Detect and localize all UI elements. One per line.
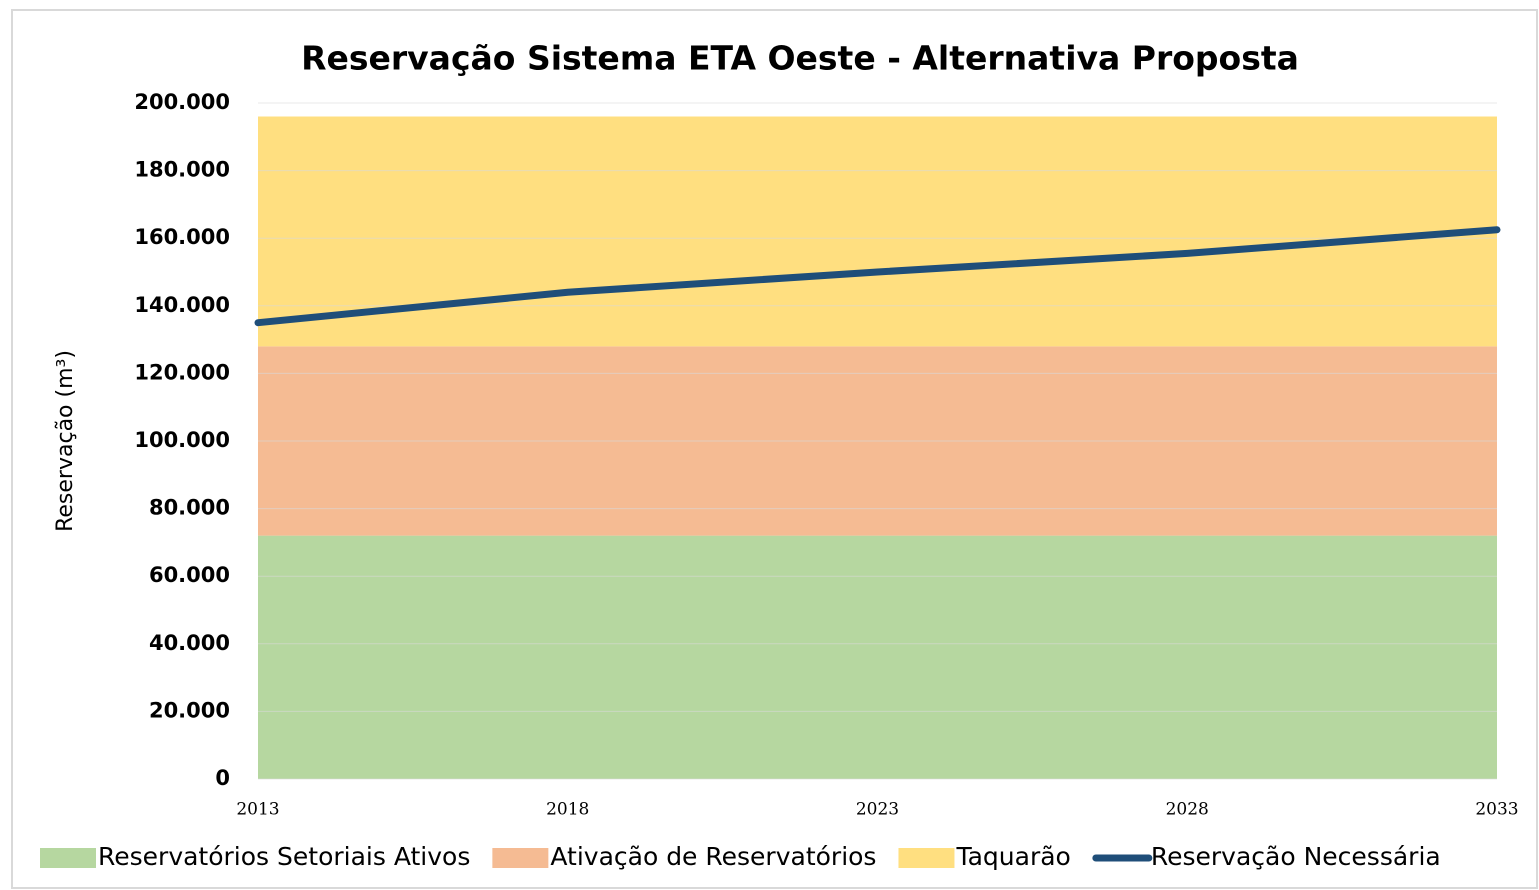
y-tick-label: 160.000	[134, 225, 230, 249]
legend-swatch	[40, 848, 96, 868]
y-tick-label: 200.000	[134, 90, 230, 114]
y-tick-label: 100.000	[134, 428, 230, 452]
y-tick-label: 120.000	[134, 360, 230, 384]
y-tick-label: 140.000	[134, 293, 230, 317]
y-tick-label: 20.000	[149, 698, 230, 722]
legend-label: Reservatórios Setoriais Ativos	[98, 842, 470, 871]
chart-title: Reservação Sistema ETA Oeste - Alternati…	[301, 39, 1299, 78]
legend-label: Taquarão	[955, 842, 1070, 871]
y-tick-label: 60.000	[149, 563, 230, 587]
x-tick-label: 2018	[546, 800, 589, 820]
y-tick-label: 0	[215, 766, 230, 790]
legend-label: Ativação de Reservatórios	[550, 842, 876, 871]
x-tick-label: 2013	[236, 800, 279, 820]
line	[254, 226, 1501, 327]
y-tick-label: 80.000	[149, 496, 230, 520]
legend-swatch	[492, 848, 549, 868]
y-tick-label: 180.000	[134, 158, 230, 182]
y-axis-label: Reservação (m³)	[53, 350, 78, 532]
area	[258, 116, 1497, 347]
x-tick-label: 2028	[1166, 800, 1209, 820]
y-tick-label: 40.000	[149, 631, 230, 655]
area	[258, 535, 1497, 779]
x-tick-label: 2023	[856, 800, 899, 820]
legend-swatch	[898, 848, 955, 868]
x-tick-label: 2033	[1475, 800, 1518, 820]
legend-label: Reservação Necessária	[1151, 842, 1441, 871]
